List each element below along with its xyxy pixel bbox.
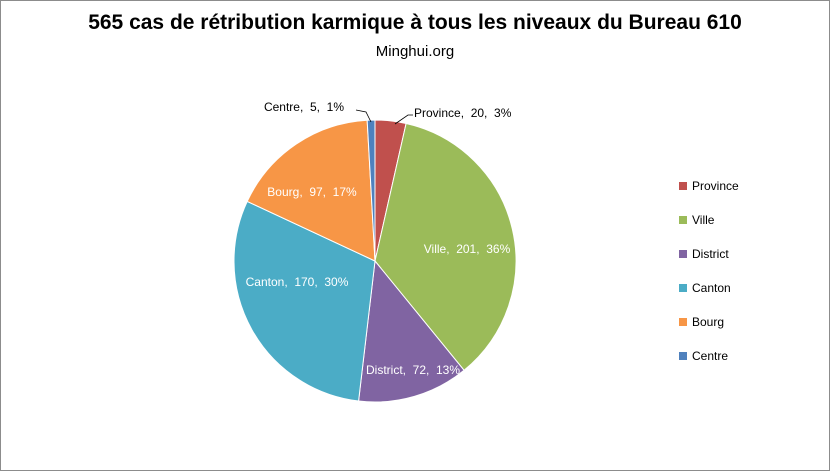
legend-swatch [679, 182, 687, 190]
legend-item-centre: Centre [679, 348, 728, 364]
chart-subtitle: Minghui.org [375, 43, 455, 60]
pie-slice-bourg [246, 119, 376, 262]
legend-item-ville: Ville [679, 212, 714, 228]
pie-slice-canton [233, 200, 376, 402]
legend-item-bourg: Bourg [679, 314, 724, 330]
legend-swatch [679, 352, 687, 360]
leader-line-province [394, 114, 413, 125]
leader-line-centre [355, 109, 372, 123]
legend-swatch [679, 250, 687, 258]
legend-label: District [692, 247, 729, 261]
data-label-district: District, 72, 13% [366, 363, 460, 377]
legend-label: Ville [692, 213, 715, 227]
legend-label: Centre [692, 349, 729, 363]
data-label-ville: Ville, 201, 36% [424, 242, 511, 256]
pie-slice-district [358, 259, 465, 403]
legend-swatch [679, 318, 687, 326]
pie-slice-ville [374, 122, 517, 371]
pie-slice-centre [366, 119, 376, 262]
data-label-centre: Centre, 5, 1% [264, 100, 344, 114]
data-label-canton: Canton, 170, 30% [246, 275, 349, 289]
data-label-province: Province, 20, 3% [414, 106, 512, 120]
data-label-bourg: Bourg, 97, 17% [267, 185, 357, 199]
legend-swatch [679, 284, 687, 292]
legend-item-province: Province [679, 178, 739, 194]
legend-label: Canton [692, 281, 731, 295]
chart-title: 565 cas de rétribution karmique à tous l… [88, 11, 742, 34]
legend-label: Province [692, 179, 739, 193]
legend-swatch [679, 216, 687, 224]
legend-item-canton: Canton [679, 280, 731, 296]
legend-label: Bourg [692, 315, 725, 329]
legend-item-district: District [679, 246, 729, 262]
